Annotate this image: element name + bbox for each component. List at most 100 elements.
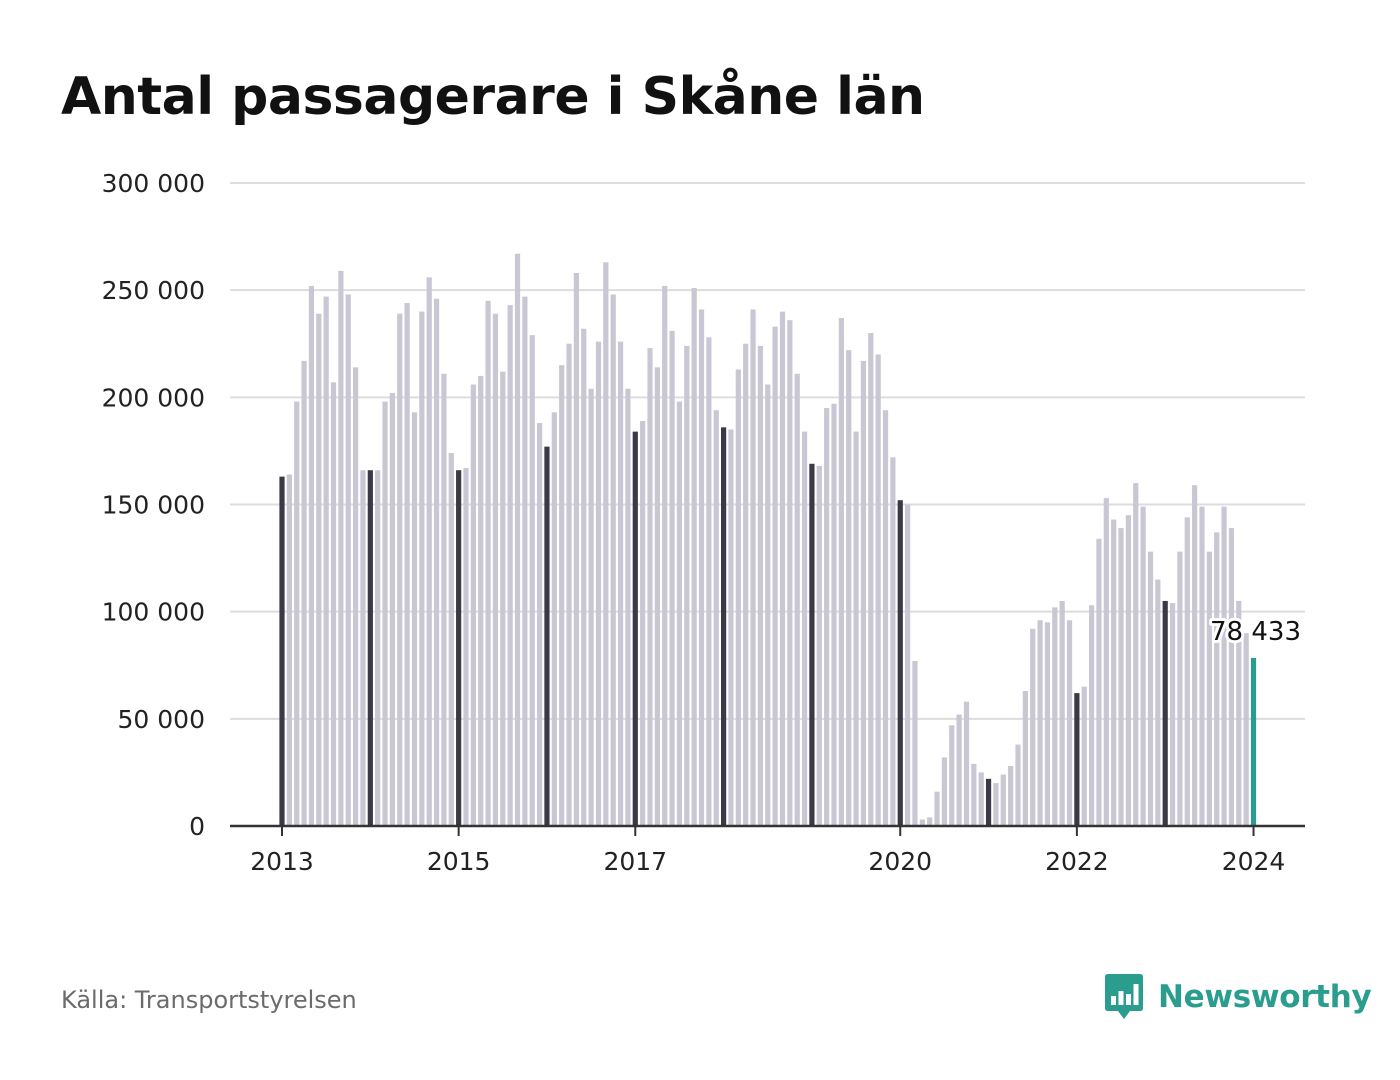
bar bbox=[353, 367, 359, 826]
bar bbox=[419, 311, 425, 827]
x-axis-tick-labels: 2013 2015 2017 2020 2022 2024 bbox=[250, 847, 1285, 876]
bar bbox=[1118, 528, 1124, 826]
bar bbox=[404, 303, 410, 826]
bar bbox=[308, 285, 315, 826]
bar bbox=[1000, 774, 1006, 826]
bar bbox=[838, 318, 844, 826]
bar bbox=[573, 273, 579, 826]
x-tick-label: 2022 bbox=[1045, 847, 1109, 876]
bar bbox=[338, 270, 344, 826]
bar bbox=[1133, 483, 1139, 826]
bar bbox=[713, 410, 719, 826]
y-tick-label: 50 000 bbox=[118, 705, 205, 734]
bar bbox=[301, 360, 307, 826]
bar bbox=[846, 350, 852, 826]
bar bbox=[537, 423, 543, 826]
bar bbox=[1236, 600, 1242, 826]
bar bbox=[706, 337, 712, 826]
chart-title: Antal passagerare i Skåne län bbox=[61, 67, 925, 127]
january-bar bbox=[1074, 693, 1080, 826]
bar bbox=[529, 335, 535, 826]
bar bbox=[1221, 506, 1227, 826]
bar bbox=[757, 345, 763, 826]
bar bbox=[1103, 498, 1109, 826]
bar bbox=[684, 345, 690, 826]
bar bbox=[1037, 620, 1043, 826]
bar bbox=[316, 313, 322, 826]
bar bbox=[1022, 690, 1028, 826]
bar bbox=[1096, 538, 1102, 826]
bar bbox=[868, 333, 874, 826]
bar bbox=[1044, 622, 1051, 826]
bar bbox=[993, 783, 999, 826]
bar bbox=[1199, 506, 1205, 826]
bar bbox=[1177, 551, 1183, 826]
bar bbox=[610, 294, 616, 826]
january-bar bbox=[1162, 600, 1168, 826]
bar bbox=[478, 375, 484, 826]
bar bbox=[522, 296, 528, 827]
january-bar bbox=[456, 470, 462, 826]
bar bbox=[779, 311, 786, 827]
bar bbox=[1059, 600, 1065, 826]
bar bbox=[411, 412, 418, 826]
bar bbox=[551, 412, 557, 826]
bar bbox=[603, 262, 609, 826]
bar bbox=[1192, 485, 1198, 826]
bar bbox=[360, 470, 366, 826]
bar bbox=[882, 410, 889, 826]
bar bbox=[949, 725, 955, 826]
y-tick-label: 100 000 bbox=[102, 598, 205, 627]
bar bbox=[470, 384, 476, 826]
bar bbox=[662, 285, 668, 826]
bar bbox=[433, 298, 440, 826]
x-tick-label: 2020 bbox=[868, 847, 932, 876]
bar bbox=[698, 309, 705, 827]
brand-logo[interactable]: Newsworthy bbox=[1104, 972, 1372, 1022]
bar bbox=[735, 369, 741, 826]
bar bbox=[330, 382, 337, 826]
bar bbox=[750, 309, 756, 827]
january-bar bbox=[985, 778, 992, 826]
january-bar bbox=[721, 427, 727, 826]
bar bbox=[647, 348, 653, 826]
bar-chart-speech-bubble-icon bbox=[1105, 974, 1143, 1019]
bar bbox=[500, 371, 506, 826]
bar bbox=[927, 817, 933, 826]
bar bbox=[514, 253, 521, 827]
bar bbox=[441, 373, 447, 826]
bar bbox=[382, 401, 388, 826]
y-axis-tick-labels: 0 50 000 100 000 150 000 200 000 250 000 300 0… bbox=[102, 169, 205, 841]
bar bbox=[890, 457, 896, 826]
bar bbox=[772, 326, 778, 826]
bar bbox=[831, 403, 837, 826]
y-tick-label: 0 bbox=[189, 812, 205, 841]
bar bbox=[617, 341, 624, 826]
bar bbox=[941, 757, 947, 826]
bar bbox=[1111, 519, 1117, 826]
bar bbox=[581, 328, 587, 826]
january-bar bbox=[279, 476, 285, 826]
bar bbox=[963, 701, 970, 826]
bar bbox=[1140, 506, 1146, 826]
bar bbox=[728, 429, 734, 826]
y-tick-label: 300 000 bbox=[102, 169, 205, 198]
bar bbox=[875, 354, 881, 826]
bar bbox=[801, 431, 808, 826]
bar bbox=[919, 819, 925, 826]
bar bbox=[1206, 551, 1212, 826]
latest-bar bbox=[1250, 657, 1257, 826]
y-tick-label: 150 000 bbox=[102, 491, 205, 520]
january-bar bbox=[632, 431, 638, 826]
bar bbox=[787, 320, 793, 826]
bar bbox=[625, 388, 631, 826]
latest-value-label: 78 433 bbox=[1210, 617, 1301, 647]
january-bar bbox=[544, 446, 550, 826]
bar bbox=[1184, 517, 1190, 826]
bar bbox=[1169, 603, 1176, 826]
bar bbox=[1008, 765, 1014, 826]
x-tick-label: 2013 bbox=[250, 847, 314, 876]
bar bbox=[765, 384, 771, 826]
january-bar bbox=[809, 463, 815, 826]
